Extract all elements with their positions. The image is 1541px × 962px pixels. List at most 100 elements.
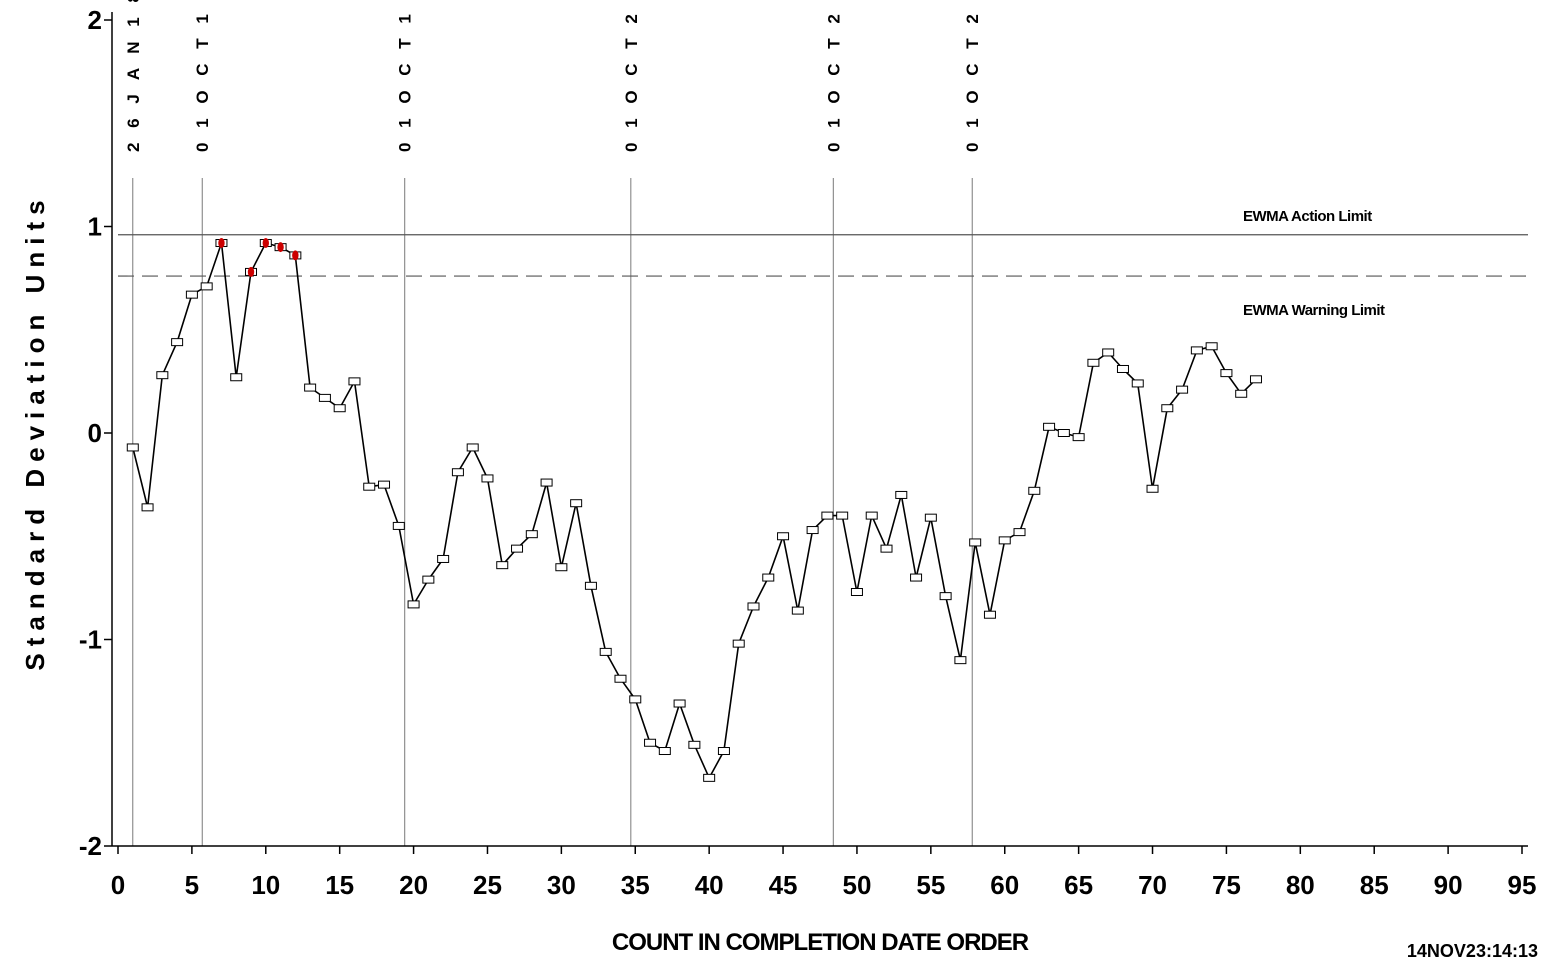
x-tick-label: 10	[251, 870, 280, 900]
data-point	[762, 573, 775, 582]
data-point	[1072, 433, 1085, 442]
warning-limit-label: EWMA Warning Limit	[1243, 302, 1385, 319]
data-point	[496, 561, 509, 570]
x-tick-label: 75	[1212, 870, 1241, 900]
data-point	[1057, 429, 1070, 437]
data-point	[688, 740, 701, 749]
y-tick-label: -1	[79, 625, 102, 655]
data-point	[422, 575, 435, 584]
event-label: 2 6 J A N 1 8	[124, 0, 143, 152]
data-point	[599, 647, 612, 656]
event-label: 0 1 O C T 2 2	[963, 0, 982, 152]
x-tick-label: 40	[695, 870, 724, 900]
data-point	[348, 377, 361, 386]
data-point	[954, 656, 967, 665]
y-tick-label: 2	[88, 5, 102, 35]
flagged-point-marker	[277, 242, 284, 253]
data-point	[629, 695, 642, 704]
data-point	[584, 581, 597, 590]
data-point	[644, 738, 657, 747]
series-layer	[126, 238, 1262, 782]
data-point	[777, 532, 790, 541]
data-point	[407, 600, 420, 609]
x-tick-label: 80	[1286, 870, 1315, 900]
data-point	[1190, 346, 1203, 355]
data-point	[850, 588, 863, 597]
data-point	[1013, 528, 1026, 537]
x-tick-label: 15	[325, 870, 354, 900]
data-point	[1235, 389, 1248, 398]
limit-lines: EWMA Action Limit EWMA Warning Limit	[118, 208, 1528, 319]
data-point	[939, 592, 952, 601]
event-markers: 2 6 J A N 1 8 0 1 O C T 1 8 0 1 O C T 1 9 0…	[124, 0, 982, 846]
data-point	[747, 602, 760, 611]
x-tick-label: 85	[1360, 870, 1389, 900]
data-point	[171, 338, 184, 347]
data-point	[658, 747, 671, 756]
data-point	[525, 530, 538, 539]
flagged-point-marker	[218, 238, 225, 249]
data-point	[318, 393, 331, 402]
data-point	[1161, 404, 1174, 413]
y-tick-label: 0	[88, 418, 102, 448]
x-tick-label: 20	[399, 870, 428, 900]
data-point	[1043, 422, 1056, 431]
data-point	[378, 480, 391, 489]
x-tick-label: 90	[1434, 870, 1463, 900]
data-point	[437, 554, 450, 563]
event-label: 0 1 O C T 2 0	[622, 0, 641, 152]
data-point	[865, 511, 878, 520]
data-point	[703, 773, 716, 782]
data-point	[1131, 379, 1144, 388]
x-axis-title: COUNT IN COMPLETION DATE ORDER	[612, 929, 1029, 956]
y-axis-title: Standard Deviation Units	[20, 193, 50, 670]
data-point	[910, 573, 923, 582]
data-point	[1146, 484, 1159, 493]
data-point	[304, 383, 317, 392]
data-point	[791, 606, 804, 615]
data-point	[200, 282, 213, 291]
series-line	[132, 242, 1257, 779]
y-tick-label: -2	[79, 831, 102, 861]
data-point	[836, 511, 849, 520]
data-point	[156, 371, 169, 380]
data-point	[540, 478, 553, 487]
flagged-point-marker	[262, 238, 269, 249]
event-label: 0 1 O C T 1 9	[396, 0, 415, 152]
x-tick-label: 5	[185, 870, 199, 900]
data-point	[185, 290, 198, 299]
data-point	[1116, 364, 1129, 373]
x-tick-label: 65	[1064, 870, 1093, 900]
data-point	[1176, 385, 1189, 394]
data-point	[126, 443, 139, 452]
x-tick-label: 45	[769, 870, 798, 900]
x-tick-label: 50	[842, 870, 871, 900]
data-point	[481, 474, 494, 483]
x-tick-label: 25	[473, 870, 502, 900]
data-point	[1087, 358, 1100, 367]
x-tick-label: 30	[547, 870, 576, 900]
data-point	[998, 536, 1011, 545]
data-point	[555, 563, 568, 572]
flagged-point-marker	[292, 250, 299, 261]
x-tick-label: 55	[916, 870, 945, 900]
x-tick-label: 35	[621, 870, 650, 900]
data-point	[969, 538, 982, 547]
x-tick-label: 0	[111, 870, 125, 900]
data-point	[1220, 369, 1233, 378]
data-point	[570, 499, 583, 508]
data-point	[511, 544, 524, 553]
data-point	[983, 610, 996, 619]
timestamp-stamp: 14NOV23:14:13	[1407, 941, 1538, 957]
data-point	[141, 503, 154, 512]
data-point	[821, 511, 834, 520]
flagged-point-marker	[247, 266, 255, 277]
y-tick-label: 1	[88, 212, 102, 242]
data-point	[230, 373, 243, 382]
data-point	[895, 490, 908, 499]
action-limit-label: EWMA Action Limit	[1243, 208, 1372, 225]
data-point	[392, 521, 405, 530]
